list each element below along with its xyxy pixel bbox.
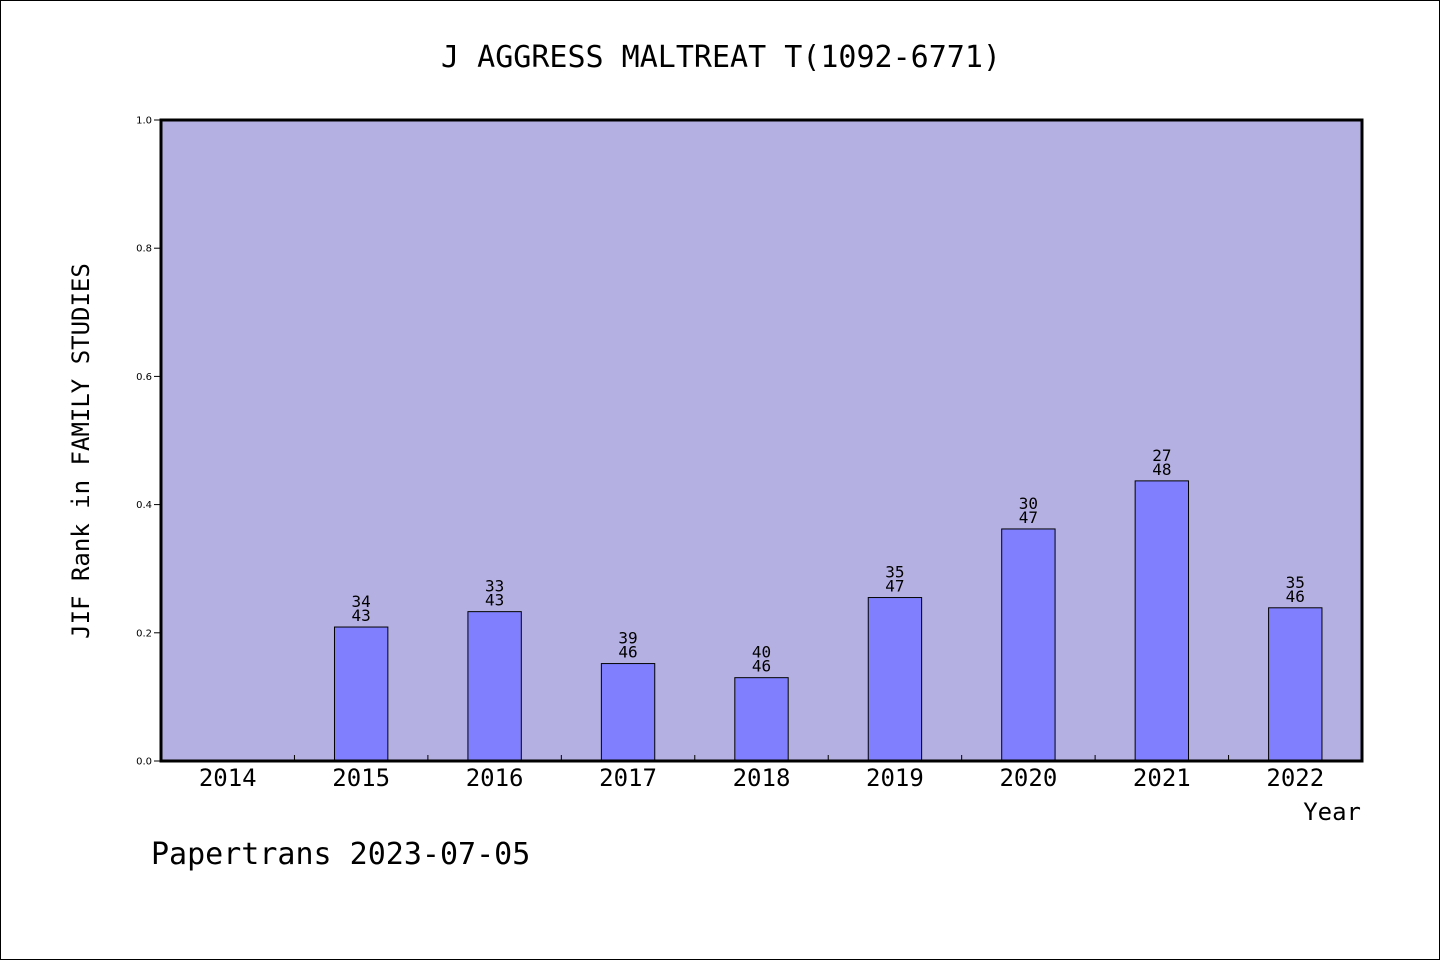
bar-2015	[333, 626, 389, 762]
bar-rank-label: 30	[1019, 494, 1038, 513]
y-axis-ticks: 0.0 0.2 0.4 0.6 0.8 1.0	[136, 116, 161, 768]
bar-2018	[734, 677, 789, 762]
bar-2021	[1134, 480, 1190, 762]
y-tick-label: 0.2	[136, 628, 152, 639]
y-tick-label: 0.0	[136, 757, 152, 768]
bar-rank-label: 34	[352, 592, 371, 611]
bar-2019	[867, 597, 923, 762]
x-axis-ticks: 2014 2015 2016 2017 2018 2019 2020 2021 2022	[199, 755, 1324, 792]
y-tick-label: 0.4	[136, 500, 152, 511]
bar-rank-label: 35	[885, 563, 904, 582]
x-axis-label: Year	[1303, 798, 1361, 826]
bar-total-label: 43	[352, 606, 371, 625]
x-tick-label: 2018	[733, 764, 791, 792]
bar-rank-label: 27	[1152, 446, 1171, 465]
bar-rank-label: 40	[752, 643, 771, 662]
bar-2016	[467, 611, 522, 762]
bar-total-label: 46	[752, 657, 771, 676]
bar-total-label: 47	[885, 577, 904, 596]
x-tick-label: 2016	[466, 764, 524, 792]
y-tick-label: 0.6	[136, 372, 152, 383]
bar-rank-label: 33	[485, 577, 504, 596]
bar-2020	[1001, 528, 1056, 762]
x-tick-label: 2015	[332, 764, 390, 792]
y-tick-label: 1.0	[136, 116, 152, 127]
footer-watermark: Papertrans 2023-07-05	[151, 837, 530, 872]
y-axis-label: JIF Rank in FAMILY STUDIES	[67, 263, 95, 639]
bar-2022	[1268, 607, 1323, 762]
x-tick-label: 2017	[599, 764, 657, 792]
chart-title: J AGGRESS MALTREAT T(1092-6771)	[441, 40, 1001, 75]
bar-total-label: 48	[1152, 460, 1171, 479]
bar-rank-label: 35	[1286, 573, 1305, 592]
x-tick-label: 2014	[199, 764, 257, 792]
bar-total-label: 46	[618, 643, 637, 662]
x-tick-label: 2019	[866, 764, 924, 792]
bar-2017	[600, 663, 656, 762]
y-tick-label: 0.8	[136, 244, 152, 255]
bar-rank-label: 39	[618, 629, 637, 648]
plot-frame	[159, 118, 1364, 763]
bar-total-label: 43	[485, 591, 504, 610]
x-tick-label: 2021	[1133, 764, 1191, 792]
bar-total-label: 46	[1286, 587, 1305, 606]
bar-total-label: 47	[1019, 508, 1038, 527]
x-tick-label: 2022	[1266, 764, 1324, 792]
x-tick-label: 2020	[999, 764, 1057, 792]
